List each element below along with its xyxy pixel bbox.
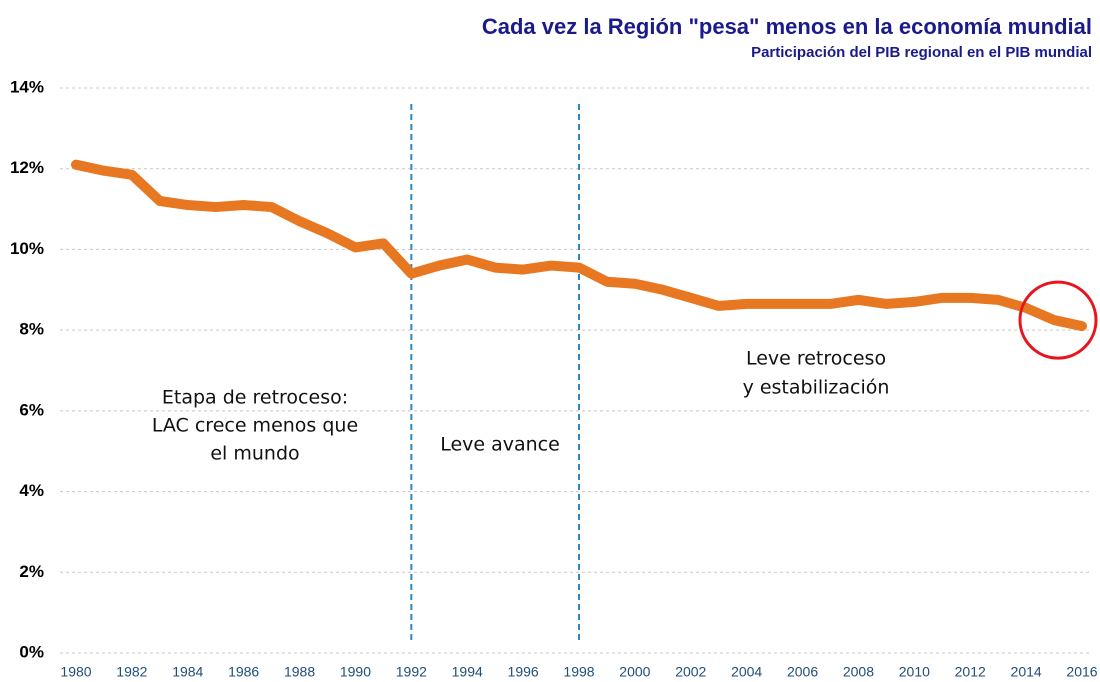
x-tick-label: 2014: [1011, 664, 1042, 680]
y-tick-label: 14%: [10, 77, 44, 96]
x-tick-label: 2010: [899, 664, 930, 680]
x-tick-label: 2016: [1066, 664, 1097, 680]
x-tick-label: 1996: [508, 664, 539, 680]
y-tick-label: 12%: [10, 158, 44, 177]
annotation: Leve avance: [440, 434, 560, 456]
y-tick-label: 10%: [10, 239, 44, 258]
highlight-circle: [1018, 280, 1098, 360]
x-tick-label: 2002: [675, 664, 706, 680]
annotation-line: Leve retroceso: [746, 348, 886, 370]
y-tick-label: 4%: [19, 481, 44, 500]
chart-title: Cada vez la Región "pesa" menos en la ec…: [482, 14, 1092, 39]
x-tick-label: 1998: [563, 664, 594, 680]
annotation-line: el mundo: [210, 443, 299, 465]
annotation: Etapa de retroceso: LAC crece menos que el…: [152, 387, 358, 465]
x-tick-label: 1988: [284, 664, 315, 680]
chart-subtitle: Participación del PIB regional en el PIB…: [751, 44, 1092, 61]
y-tick-label: 0%: [19, 642, 44, 661]
x-tick-label: 2008: [843, 664, 874, 680]
x-tick-label: 1990: [340, 664, 371, 680]
annotation-line: y estabilización: [743, 377, 890, 399]
x-tick-label: 1992: [396, 664, 427, 680]
y-tick-label: 6%: [19, 400, 44, 419]
x-tick-label: 2006: [787, 664, 818, 680]
annotation-line: Leve avance: [440, 434, 560, 456]
x-tick-label: 2012: [955, 664, 986, 680]
x-tick-label: 1982: [116, 664, 147, 680]
x-tick-label: 1986: [228, 664, 259, 680]
x-tick-label: 1984: [172, 664, 203, 680]
x-tick-label: 1980: [60, 664, 91, 680]
x-tick-label: 2004: [731, 664, 762, 680]
y-tick-label: 2%: [19, 562, 44, 581]
annotation: Leve retroceso y estabilización: [743, 348, 890, 399]
annotation-line: Etapa de retroceso:: [162, 387, 348, 409]
data-line: [71, 159, 1087, 332]
x-tick-label: 1994: [452, 664, 483, 680]
annotation-line: LAC crece menos que: [152, 415, 358, 437]
y-tick-label: 8%: [19, 320, 44, 339]
x-tick-label: 2000: [619, 664, 650, 680]
